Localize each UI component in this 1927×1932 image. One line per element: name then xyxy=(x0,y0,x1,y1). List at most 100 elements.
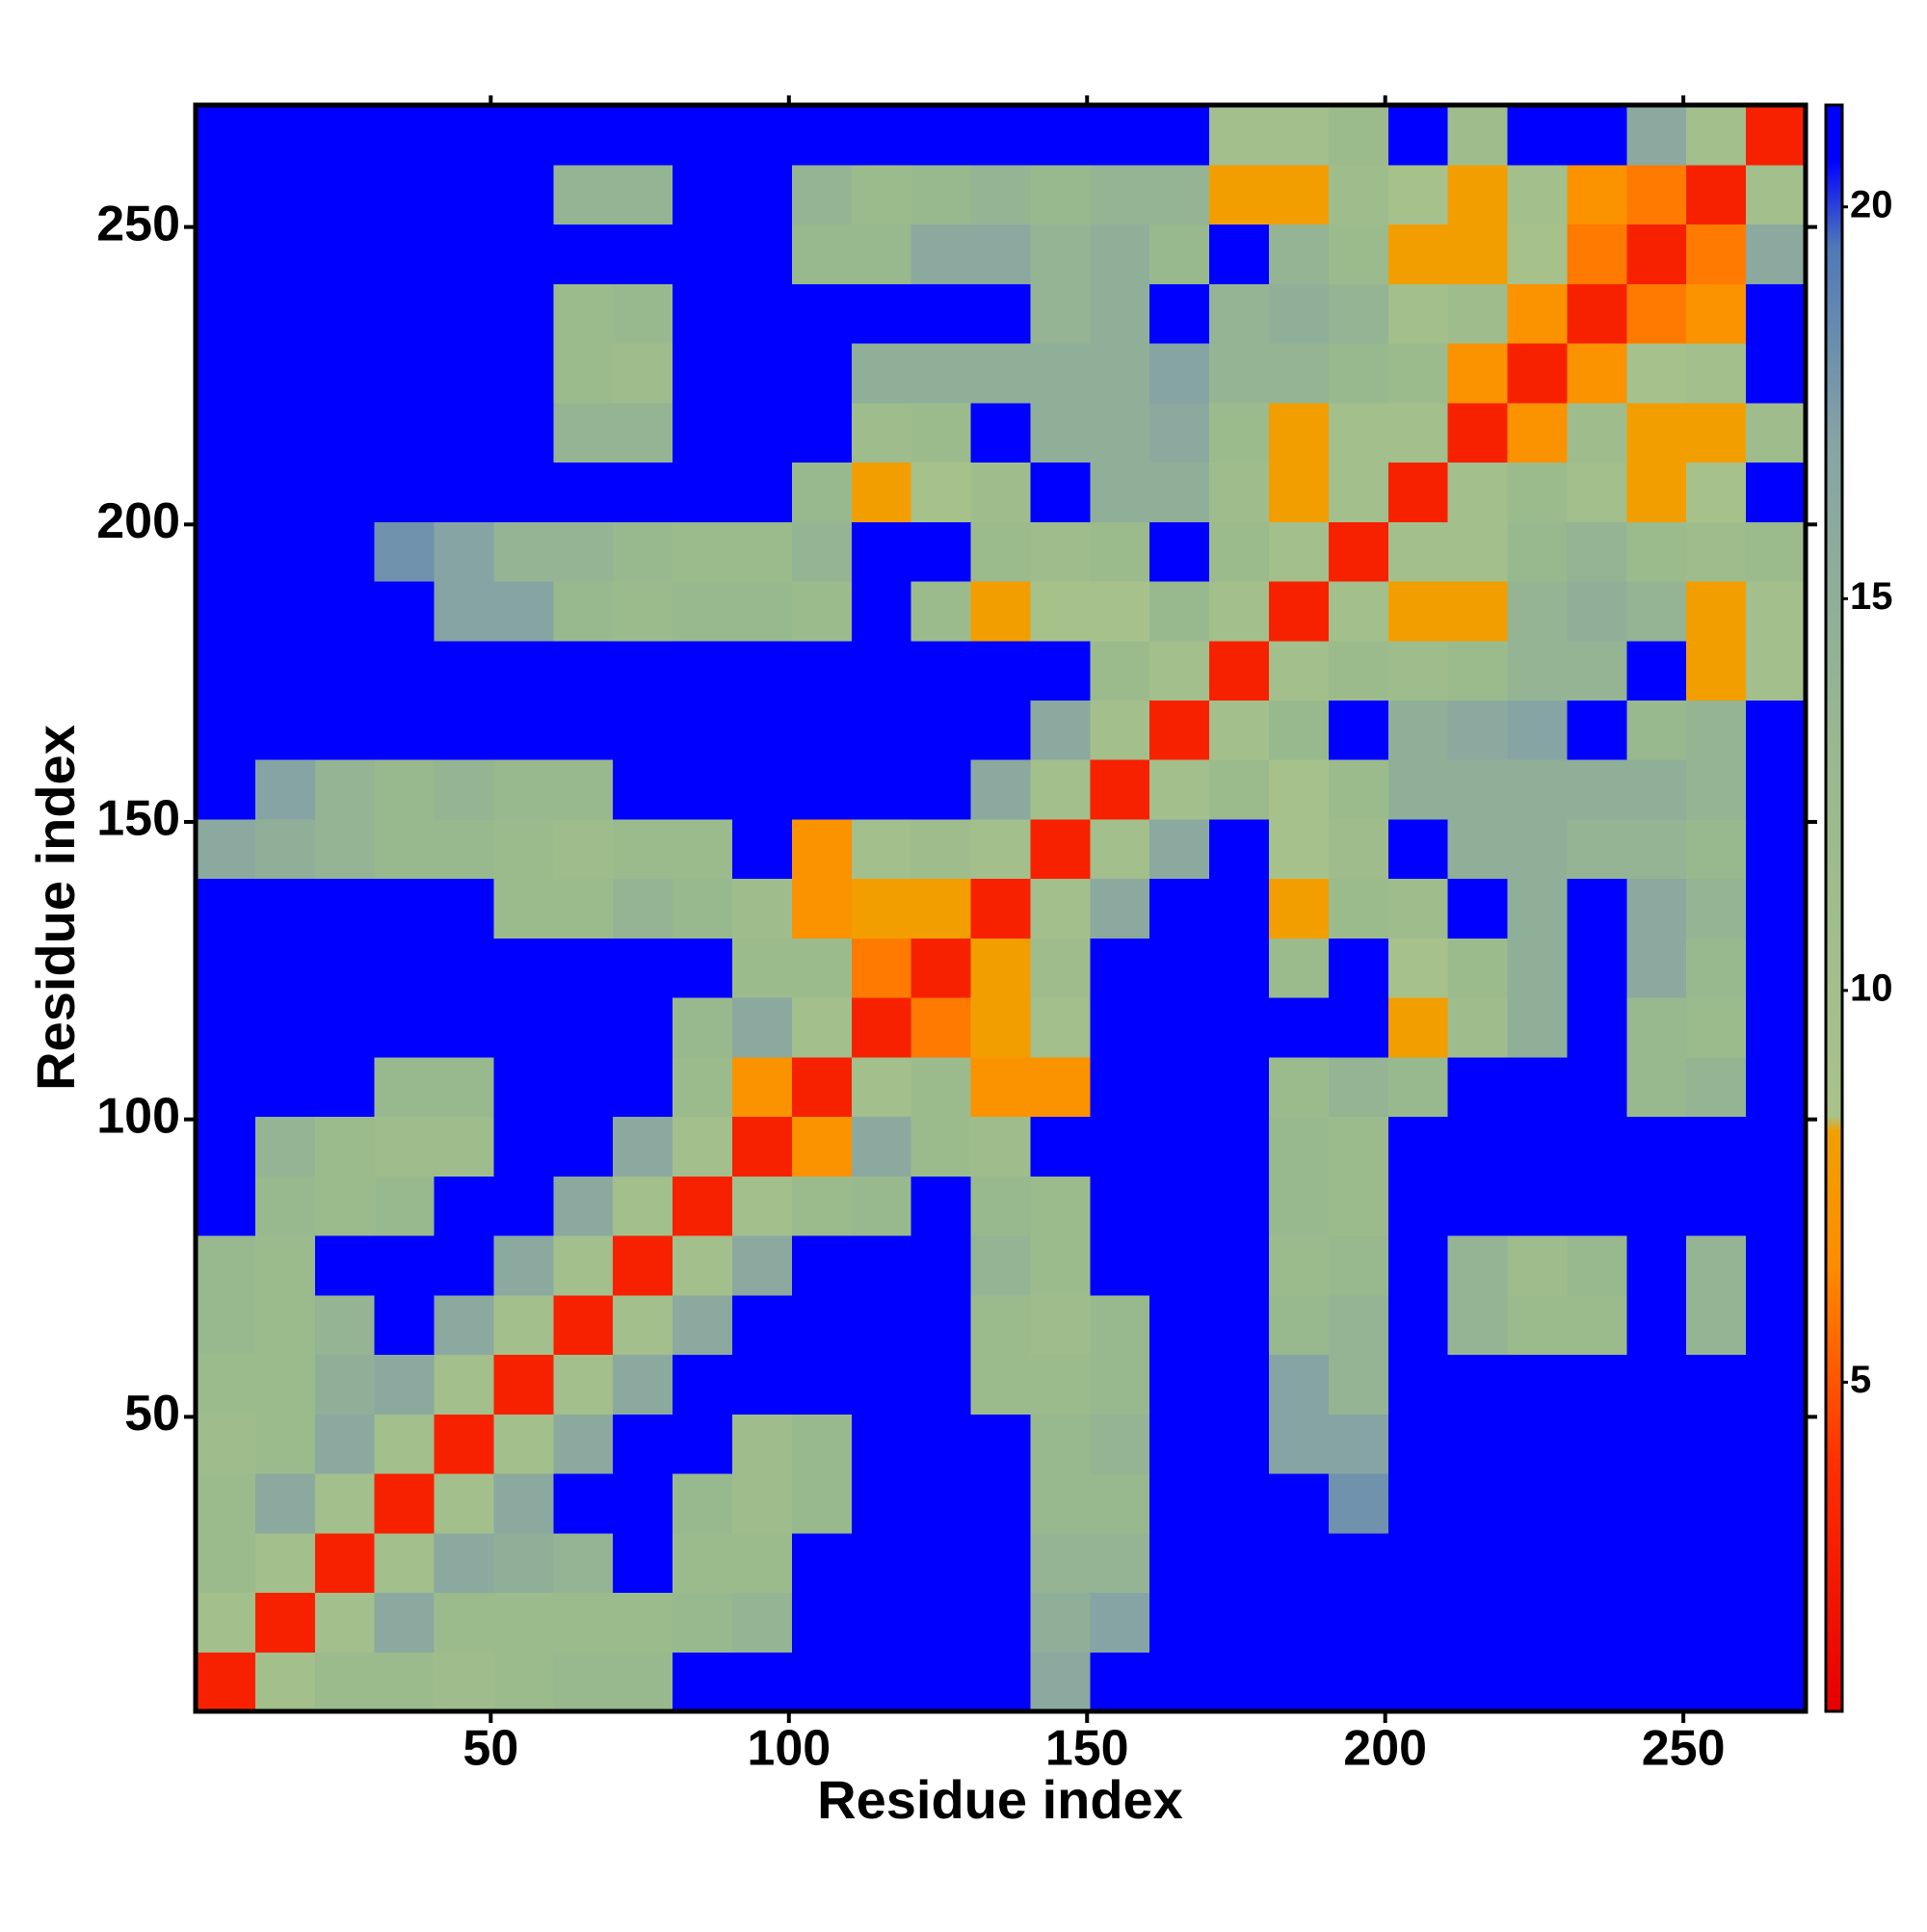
heatmap-cell xyxy=(1746,818,1807,880)
heatmap-cell xyxy=(1209,1532,1270,1594)
heatmap-cell xyxy=(613,938,673,998)
heatmap-cell xyxy=(493,1176,554,1236)
heatmap-cell xyxy=(791,700,853,760)
heatmap-cell xyxy=(1209,640,1270,701)
heatmap-cell xyxy=(1746,164,1807,225)
heatmap-cell xyxy=(553,1176,614,1236)
heatmap-cell xyxy=(493,1532,554,1594)
heatmap-cell xyxy=(1447,1176,1509,1236)
heatmap-cell xyxy=(1269,700,1330,760)
heatmap-cell xyxy=(1209,759,1270,820)
heatmap-cell xyxy=(553,521,614,582)
heatmap-cell xyxy=(1149,997,1210,1058)
heatmap-cell xyxy=(1387,1592,1449,1653)
heatmap-cell xyxy=(1567,1235,1627,1296)
heatmap-cell xyxy=(254,164,316,225)
heatmap-cell xyxy=(970,1176,1032,1236)
heatmap-cell xyxy=(732,462,793,522)
heatmap-cell xyxy=(434,462,495,522)
heatmap-cell xyxy=(493,1116,554,1177)
heatmap-cell xyxy=(1507,938,1569,998)
heatmap-cell xyxy=(553,1652,614,1712)
heatmap-cell xyxy=(1567,1294,1627,1356)
heatmap-cell xyxy=(1149,1652,1210,1712)
heatmap-cell xyxy=(1746,1473,1807,1534)
heatmap-cell xyxy=(1328,1592,1389,1653)
heatmap-cell xyxy=(1507,640,1569,701)
heatmap-cell xyxy=(1209,1235,1270,1296)
heatmap-cell xyxy=(1269,283,1330,344)
heatmap-cell xyxy=(1328,1116,1389,1177)
heatmap-cell xyxy=(1269,1116,1330,1177)
heatmap-cell xyxy=(434,1294,495,1356)
heatmap-cell xyxy=(911,700,972,760)
heatmap-cell xyxy=(254,342,316,404)
heatmap-cell xyxy=(374,1652,436,1712)
heatmap-cell xyxy=(1686,818,1747,880)
heatmap-cell xyxy=(1209,224,1270,284)
heatmap-cell xyxy=(1387,1354,1449,1415)
heatmap-cell xyxy=(1209,1354,1270,1415)
heatmap-cell xyxy=(673,1532,733,1594)
heatmap-cell xyxy=(1746,1354,1807,1415)
heatmap-cell xyxy=(613,1116,673,1177)
heatmap-cell xyxy=(374,224,436,284)
heatmap-cell xyxy=(732,1354,793,1415)
heatmap-cell xyxy=(851,1473,912,1534)
heatmap-cell xyxy=(1269,1176,1330,1236)
heatmap-cell xyxy=(851,1592,912,1653)
heatmap-cell xyxy=(1090,462,1150,522)
heatmap-cell xyxy=(1030,1176,1091,1236)
heatmap-cell xyxy=(1567,105,1627,166)
heatmap-cell xyxy=(1030,1532,1091,1594)
heatmap-cell xyxy=(1626,1414,1687,1474)
heatmap-cell xyxy=(1746,878,1807,939)
heatmap-cell xyxy=(493,878,554,939)
heatmap-cell xyxy=(1567,462,1627,522)
heatmap-cell xyxy=(314,1652,376,1712)
heatmap-cell xyxy=(1626,1473,1687,1534)
heatmap-cell xyxy=(434,1116,495,1177)
heatmap-cell xyxy=(970,580,1032,642)
heatmap-cell xyxy=(1149,640,1210,701)
heatmap-cell xyxy=(732,818,793,880)
heatmap-cell xyxy=(1686,1056,1747,1118)
heatmap-cell xyxy=(1447,1652,1509,1712)
heatmap-cell xyxy=(1269,997,1330,1058)
heatmap-cell xyxy=(553,1294,614,1356)
heatmap-cell xyxy=(1149,283,1210,344)
heatmap-cell xyxy=(673,1294,733,1356)
heatmap-cell xyxy=(1149,1294,1210,1356)
heatmap-cell xyxy=(1507,402,1569,463)
heatmap-cell xyxy=(673,640,733,701)
heatmap-cell xyxy=(1328,1473,1389,1534)
heatmap-cell xyxy=(553,1473,614,1534)
heatmap-cell xyxy=(553,997,614,1058)
heatmap-cell xyxy=(1090,224,1150,284)
heatmap-cell xyxy=(434,164,495,225)
heatmap-cell xyxy=(1269,1414,1330,1474)
heatmap-cell xyxy=(1209,1176,1270,1236)
heatmap-cell xyxy=(732,1652,793,1712)
heatmap-cell xyxy=(851,1532,912,1594)
heatmap-cell xyxy=(1447,462,1509,522)
heatmap-cell xyxy=(434,1652,495,1712)
heatmap-cell xyxy=(1447,818,1509,880)
heatmap-cell xyxy=(254,759,316,820)
heatmap-cell xyxy=(1626,164,1687,225)
heatmap-cell xyxy=(911,1414,972,1474)
heatmap-cell xyxy=(613,1414,673,1474)
heatmap-cell xyxy=(1507,878,1569,939)
heatmap-cell xyxy=(1507,997,1569,1058)
heatmap-cell xyxy=(1328,1056,1389,1118)
heatmap-cell xyxy=(374,1532,436,1594)
heatmap-cell xyxy=(1149,759,1210,820)
heatmap-cell xyxy=(1209,818,1270,880)
heatmap-cell xyxy=(1030,1592,1091,1653)
heatmap-cell xyxy=(911,580,972,642)
heatmap-cell xyxy=(1567,224,1627,284)
heatmap-cell xyxy=(254,402,316,463)
heatmap-cell xyxy=(791,1235,853,1296)
heatmap-cell xyxy=(673,164,733,225)
heatmap-cell xyxy=(254,521,316,582)
